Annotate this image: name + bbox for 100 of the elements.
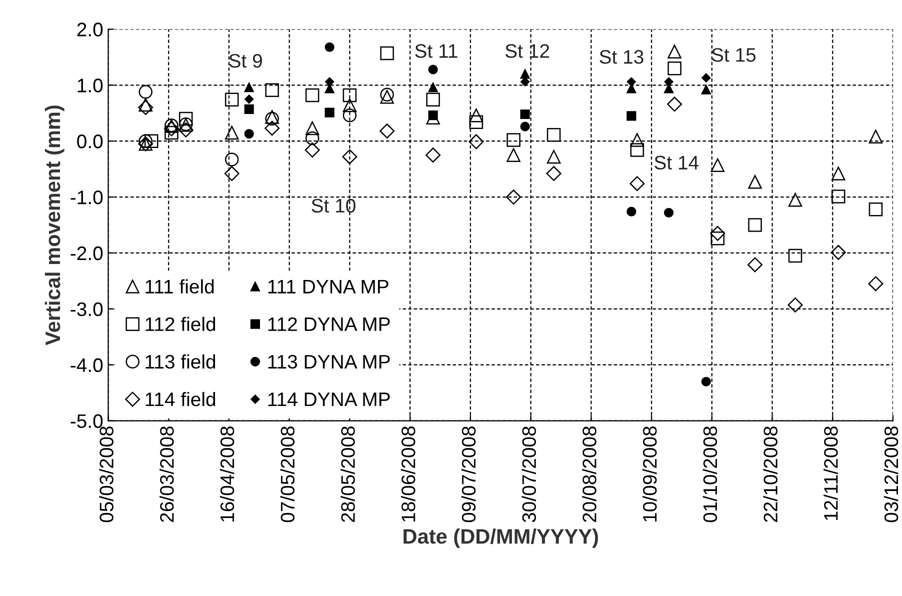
legend-label: 111 field bbox=[146, 279, 214, 294]
y-tick-label: -2.0 bbox=[70, 246, 103, 260]
x-tick-label: 26/03/2008 bbox=[160, 426, 174, 522]
point bbox=[178, 122, 194, 138]
point bbox=[520, 109, 530, 120]
x-axis-title: Date (DD/MM/YYYY) bbox=[404, 528, 598, 548]
point bbox=[426, 92, 440, 107]
point bbox=[178, 112, 193, 126]
point bbox=[868, 276, 884, 292]
point bbox=[710, 158, 725, 172]
point bbox=[520, 122, 530, 132]
point bbox=[324, 42, 334, 52]
x-tick-label: 22/10/2008 bbox=[763, 426, 778, 522]
point bbox=[830, 244, 846, 260]
x-tick-label: 12/11/2008 bbox=[824, 426, 838, 520]
point bbox=[748, 218, 762, 232]
point bbox=[630, 143, 644, 157]
point bbox=[342, 108, 357, 122]
point bbox=[305, 131, 320, 146]
point bbox=[702, 73, 711, 82]
point bbox=[138, 100, 154, 116]
point bbox=[546, 128, 561, 142]
point bbox=[380, 46, 394, 60]
annotation: St 10 bbox=[312, 198, 356, 213]
point bbox=[265, 83, 279, 98]
point bbox=[506, 190, 522, 205]
point bbox=[668, 44, 682, 58]
point bbox=[626, 206, 636, 216]
point bbox=[342, 149, 358, 164]
point bbox=[428, 64, 438, 74]
point bbox=[868, 130, 883, 144]
point bbox=[469, 108, 484, 122]
annotation: St 12 bbox=[505, 44, 550, 58]
point bbox=[164, 121, 179, 136]
point bbox=[342, 98, 357, 112]
point bbox=[224, 152, 239, 166]
point bbox=[630, 176, 645, 192]
legend-label: 114 field bbox=[146, 392, 216, 406]
point bbox=[831, 190, 846, 204]
point bbox=[710, 226, 726, 241]
legend-label: 113 field bbox=[146, 354, 216, 369]
y-axis-title: Vertical movement (mm) bbox=[44, 106, 64, 346]
x-tick-label: 20/08/2008 bbox=[582, 426, 596, 522]
point bbox=[380, 90, 394, 104]
point bbox=[138, 84, 152, 99]
point bbox=[380, 88, 394, 102]
annotation: St 15 bbox=[712, 48, 756, 62]
point bbox=[668, 61, 682, 76]
annotation: St 9 bbox=[229, 54, 262, 68]
y-tick-label: 2.0 bbox=[77, 22, 103, 36]
x-tick-label: 28/05/2008 bbox=[340, 426, 355, 522]
y-tick-label: -5.0 bbox=[70, 414, 103, 428]
point bbox=[468, 134, 484, 150]
point bbox=[664, 208, 674, 218]
point bbox=[264, 120, 280, 136]
point bbox=[520, 69, 530, 79]
point bbox=[426, 148, 441, 163]
point bbox=[626, 77, 636, 86]
point bbox=[626, 111, 636, 121]
point bbox=[244, 104, 254, 114]
y-tick-label: -4.0 bbox=[70, 358, 103, 372]
x-tick-label: 05/03/2008 bbox=[99, 426, 114, 522]
annotation: St 11 bbox=[415, 44, 458, 58]
legend-label: 112 field bbox=[146, 316, 216, 332]
legend-label: 111 DYNA MP bbox=[268, 280, 388, 294]
point bbox=[831, 166, 846, 180]
y-tick-label: -1.0 bbox=[70, 190, 103, 204]
point bbox=[324, 108, 334, 118]
x-tick-label: 07/05/2008 bbox=[280, 426, 295, 522]
x-tick-label: 03/12/2008 bbox=[884, 426, 898, 522]
y-tick-label: -3.0 bbox=[70, 302, 103, 316]
x-tick-label: 09/07/2008 bbox=[461, 426, 476, 522]
point bbox=[224, 166, 240, 182]
point bbox=[304, 142, 320, 158]
point bbox=[380, 124, 395, 139]
point bbox=[546, 166, 562, 182]
point bbox=[506, 133, 520, 147]
x-tick-label: 01/10/2008 bbox=[702, 426, 718, 522]
point bbox=[520, 77, 530, 86]
legend-label: 112 DYNA MP bbox=[268, 317, 390, 331]
point bbox=[546, 150, 561, 164]
annotation: St 13 bbox=[600, 50, 644, 64]
y-tick-label: 0.0 bbox=[77, 134, 103, 148]
x-tick-label: 18/06/2008 bbox=[401, 426, 416, 522]
point bbox=[506, 148, 520, 162]
point bbox=[664, 84, 674, 94]
point bbox=[469, 115, 484, 129]
x-tick-label: 30/07/2008 bbox=[522, 426, 536, 522]
legend-label: 113 DYNA MP bbox=[268, 354, 390, 369]
point bbox=[788, 297, 803, 312]
point bbox=[701, 84, 711, 94]
point bbox=[868, 202, 883, 216]
point bbox=[305, 121, 320, 136]
point bbox=[748, 175, 762, 189]
point bbox=[144, 134, 158, 148]
point bbox=[667, 96, 682, 112]
annotation: St 14 bbox=[654, 156, 699, 170]
legend-label: 114 DYNA MP bbox=[268, 392, 390, 406]
point bbox=[626, 84, 636, 94]
point bbox=[224, 92, 239, 107]
